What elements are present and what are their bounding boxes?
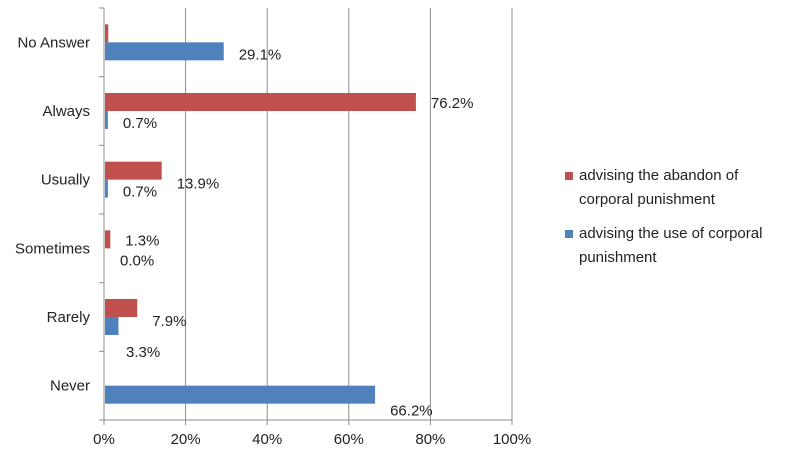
legend: advising the abandon of corporal punishme… bbox=[565, 167, 762, 266]
data-label: 0.0% bbox=[120, 252, 154, 269]
data-label: 0.7% bbox=[123, 184, 157, 201]
legend-swatch bbox=[565, 230, 573, 238]
data-label: 0.7% bbox=[123, 115, 157, 132]
legend-swatch bbox=[565, 172, 573, 180]
x-tick-label: 80% bbox=[415, 431, 445, 448]
bar bbox=[105, 230, 111, 249]
category-label: No Answer bbox=[17, 34, 90, 51]
data-label: 66.2% bbox=[390, 403, 433, 420]
bar bbox=[105, 317, 119, 335]
category-label: Always bbox=[42, 103, 90, 120]
bar bbox=[105, 385, 376, 404]
bars bbox=[105, 24, 416, 404]
bar bbox=[105, 161, 162, 180]
data-label: 3.3% bbox=[126, 344, 160, 361]
data-labels: 29.1% 76.2% 0.7% 13.9% 0.7% 1.3% 0.0% 7.9% 3.3% 6… bbox=[120, 46, 473, 419]
legend-label: corporal punishment bbox=[579, 191, 716, 208]
data-label: 7.9% bbox=[152, 313, 186, 330]
legend-label: advising the use of corporal bbox=[579, 225, 762, 242]
x-tick-label: 40% bbox=[252, 431, 282, 448]
category-label: Sometimes bbox=[15, 240, 90, 257]
bar bbox=[105, 42, 224, 61]
bar bbox=[105, 179, 108, 198]
data-label: 76.2% bbox=[431, 95, 474, 112]
category-labels: No Answer Always Usually Sometimes Rarely Nev… bbox=[15, 34, 91, 394]
data-label: 13.9% bbox=[177, 176, 220, 193]
bar bbox=[105, 111, 108, 129]
bar bbox=[105, 93, 416, 111]
legend-label: punishment bbox=[579, 249, 657, 266]
data-label: 1.3% bbox=[125, 232, 159, 249]
x-tick-labels: 0% 20% 40% 60% 80% 100% bbox=[93, 431, 531, 448]
x-tick-label: 60% bbox=[334, 431, 364, 448]
category-label: Rarely bbox=[47, 309, 91, 326]
legend-label: advising the abandon of bbox=[579, 167, 739, 184]
bar bbox=[105, 299, 138, 317]
bar bbox=[105, 24, 109, 43]
x-tick-label: 20% bbox=[171, 431, 201, 448]
axes bbox=[99, 7, 513, 425]
gridlines bbox=[185, 8, 513, 420]
data-label: 29.1% bbox=[239, 46, 282, 63]
category-label: Usually bbox=[41, 172, 91, 189]
category-label: Never bbox=[50, 378, 90, 395]
x-tick-label: 100% bbox=[493, 431, 531, 448]
x-tick-label: 0% bbox=[93, 431, 115, 448]
